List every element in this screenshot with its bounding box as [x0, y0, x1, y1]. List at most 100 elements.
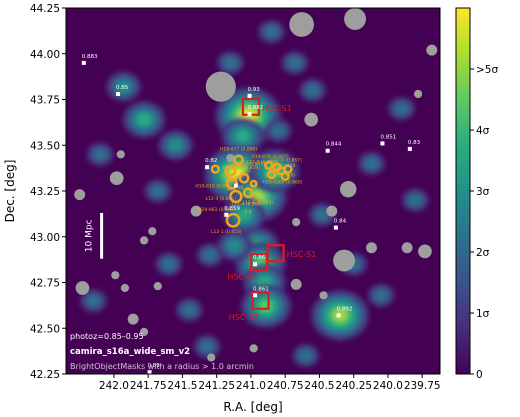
mask-circle [418, 244, 432, 259]
source-label: 0.844 [326, 142, 342, 148]
source-marker [205, 165, 210, 170]
galaxy-label: L12-10 (0.847) [231, 161, 265, 167]
source-label: 0.86 [253, 255, 266, 261]
x-tick-label: 240.75 [267, 380, 304, 392]
y-tick-label: 42.50 [30, 323, 60, 335]
source-marker [336, 313, 341, 318]
scale-bar-label: 10 Mpc [85, 219, 95, 252]
galaxy-labels: H19-677 (0.860) H19-626 (0.859)L12-11 L12-… [195, 147, 302, 235]
mask-circle [205, 71, 236, 102]
mask-circle [139, 327, 149, 337]
annotation-catalog: camira_s16a_wide_sm_v2 [70, 347, 190, 357]
source-label: 0.882 [248, 105, 264, 111]
source-label: 0.93 [248, 87, 261, 93]
galaxy-ring [242, 187, 254, 199]
source-label: 0.892 [337, 306, 353, 312]
mask-circle [127, 313, 139, 325]
source-marker [116, 92, 121, 97]
density-contour [315, 209, 329, 221]
mask-circle [109, 171, 124, 186]
cluster-box [251, 291, 270, 310]
source-marker [407, 146, 412, 151]
y-tick-label: 43.50 [30, 140, 60, 152]
y-tick-label: 43.25 [30, 186, 60, 198]
colorbar: 0 1σ 2σ 3σ 4σ >5σ [455, 7, 498, 381]
source-marker [81, 60, 86, 65]
galaxy-label: H19-616 (0.875) [195, 183, 232, 189]
scale-bar: 10 Mpc [85, 212, 104, 259]
cluster-label: HSC-S3 [229, 313, 259, 322]
y-tick-label: 42.75 [30, 278, 60, 290]
cluster-box [250, 253, 269, 272]
galaxy-label: 0.86 [234, 185, 244, 191]
source-label: 0.89 [148, 363, 161, 369]
galaxy-ring [266, 169, 277, 180]
galaxy-label: H19-677 (0.860) [220, 147, 257, 153]
density-contour [228, 240, 241, 252]
source-label: 0.851 [380, 134, 396, 140]
galaxy-ring [264, 160, 274, 171]
source-label: 0.85 [116, 85, 129, 91]
x-tick-label: 241.75 [130, 380, 167, 392]
density-contour [200, 341, 214, 352]
mask-circle [249, 344, 258, 353]
galaxy-label: L12-4 (0.866) [232, 202, 263, 208]
galaxy-ring [210, 164, 221, 174]
mask-circle [111, 271, 120, 280]
density-contour [288, 57, 301, 69]
y-tick-label: 44.25 [30, 3, 60, 15]
galaxy-label: RTS [249, 194, 258, 200]
colorbar-frame [455, 7, 471, 375]
mask-circle [333, 249, 356, 272]
cluster-label: HSC-S1 [262, 104, 292, 113]
cluster-label: HSC-S2 [227, 272, 257, 281]
galaxy-label: H19-661 (0.881) [198, 207, 235, 213]
y-tick-label: 43.75 [30, 95, 60, 107]
galaxy-label: 878 [227, 187, 236, 193]
galaxy-label: L12-9 (0.867) [271, 158, 302, 164]
galaxy-markers [210, 154, 293, 228]
galaxy-label: L12-3 (0.851) [206, 196, 237, 202]
density-contour [236, 130, 249, 142]
mask-circle [289, 12, 314, 37]
density-contour [365, 158, 378, 169]
galaxy-ring [225, 212, 241, 228]
colorbar-tick-label: 2σ [476, 247, 490, 259]
source-marker [325, 148, 330, 153]
density-contour [203, 249, 217, 261]
mask-circle [426, 44, 438, 56]
x-tick-label: 239.75 [404, 380, 441, 392]
mask-circle [413, 89, 423, 99]
source-label: 0.84 [334, 219, 347, 225]
mask-circle [75, 281, 90, 295]
density-contour [374, 289, 388, 301]
galaxy-label: H19-676 (0.867) [252, 154, 289, 160]
galaxy-label: L12-6 (0.869) [243, 200, 274, 206]
source-marker [380, 141, 385, 146]
galaxy-label: L12-1 (0.853) [211, 229, 242, 235]
mask-circle [319, 291, 328, 300]
galaxy-ring [233, 154, 244, 166]
colorbar-gradient [456, 8, 470, 374]
density-contour [395, 103, 408, 115]
density-contour [224, 57, 237, 69]
mask-circle [139, 236, 149, 245]
x-tick-label: 241.25 [198, 380, 235, 392]
x-tick-label: 242.0 [99, 380, 129, 392]
source-marker [147, 370, 152, 374]
density-contour [183, 304, 196, 316]
density-contour [117, 81, 130, 93]
galaxy-label: L12-9 (0.869) [247, 160, 278, 166]
galaxy-label: J019-1020 [271, 163, 295, 169]
density-contour [265, 26, 278, 38]
mask-circle [326, 205, 338, 217]
x-tick-label: 240.0 [373, 380, 403, 392]
density-contour [94, 149, 107, 160]
density-contour [272, 125, 285, 137]
mask-circle [74, 189, 86, 201]
annotation-masks: BrightObjectMasks with a radius > 1.0 ar… [70, 362, 254, 371]
y-axis-ticks: 42.25 42.50 42.75 43.00 43.25 43.50 43.75 44.00… [30, 3, 66, 381]
density-contour [137, 114, 151, 126]
galaxy-ring [283, 164, 293, 174]
galaxy-ring [249, 179, 258, 188]
